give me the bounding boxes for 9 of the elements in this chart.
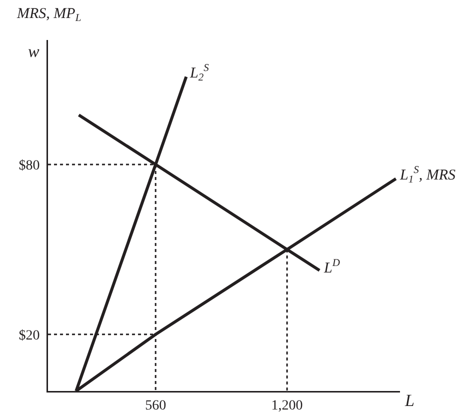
x-tick-label: 560 (145, 398, 166, 414)
x-tick-label: 1,200 (271, 398, 303, 414)
y-axis-title: MRS, MP$_{L}$ (16, 6, 82, 24)
y-tick-label: $80 (18, 158, 40, 174)
text: w (28, 42, 40, 61)
series-label: L$_{1}$$^{S}$, MRS (399, 165, 456, 186)
series-label: L$^{D}$ (323, 258, 340, 276)
y-tick-label: $20 (18, 328, 40, 344)
x-axis-title: L (404, 391, 414, 410)
